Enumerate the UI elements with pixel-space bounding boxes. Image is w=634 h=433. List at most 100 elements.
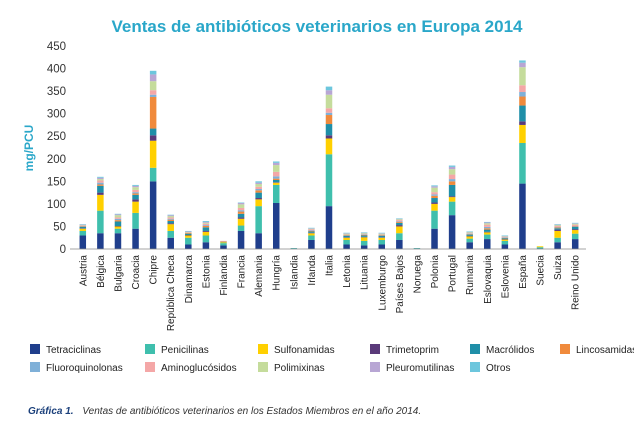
bar-segment bbox=[97, 176, 104, 178]
bar-segment bbox=[431, 194, 438, 196]
bar-segment bbox=[378, 233, 386, 235]
y-tick-label: 350 bbox=[47, 86, 66, 98]
bar-segment bbox=[484, 239, 491, 249]
bar-segment bbox=[554, 230, 561, 238]
bar-segment bbox=[149, 90, 157, 95]
bar-segment bbox=[554, 224, 561, 225]
bar-segment bbox=[448, 174, 456, 180]
bar-segment bbox=[431, 228, 438, 249]
bar-segment bbox=[396, 218, 403, 219]
bar-segment bbox=[325, 108, 333, 113]
bar-segment bbox=[237, 207, 245, 211]
bar-segment bbox=[536, 246, 544, 248]
bar-segment bbox=[571, 225, 579, 227]
bar-segment bbox=[202, 222, 210, 224]
bar-segment bbox=[202, 225, 210, 226]
bar-segment bbox=[501, 236, 509, 238]
bar-segment bbox=[431, 203, 438, 211]
bar-segment bbox=[501, 237, 509, 238]
bar-segment bbox=[325, 115, 333, 125]
bar-segment bbox=[571, 226, 579, 227]
bar-segment bbox=[343, 244, 350, 249]
bar-segment bbox=[554, 229, 561, 231]
bar-segment bbox=[519, 183, 526, 249]
bar-segment bbox=[237, 217, 245, 219]
bar-segment bbox=[501, 239, 509, 240]
bar-segment bbox=[378, 232, 386, 234]
bar-segment bbox=[202, 242, 210, 249]
x-tick-label: Austria bbox=[78, 255, 89, 287]
bar-segment bbox=[466, 242, 473, 249]
x-tick-label: Chipre bbox=[149, 255, 160, 285]
y-tick-label: 150 bbox=[47, 176, 66, 188]
bar-segment bbox=[308, 228, 315, 230]
bar-segment bbox=[360, 240, 368, 246]
bar-segment bbox=[519, 85, 526, 93]
bar-segment bbox=[97, 185, 104, 193]
bar-segment bbox=[272, 179, 280, 183]
bar-segment bbox=[360, 234, 368, 235]
category-labels: Austria Bélgica Bulgaria Croacia Chipre Repúb… bbox=[78, 255, 581, 332]
y-tick-label: 100 bbox=[47, 199, 66, 211]
x-tick-label: Estonia bbox=[201, 255, 212, 289]
bar-segment bbox=[79, 225, 87, 227]
bar-segment bbox=[484, 223, 491, 225]
bar-segment bbox=[255, 206, 262, 234]
bar-segment bbox=[360, 232, 368, 233]
bar-segment bbox=[325, 112, 333, 116]
bar-segment bbox=[519, 142, 526, 184]
bar-segment bbox=[220, 240, 227, 242]
legend-swatch bbox=[145, 362, 155, 372]
bar-segment bbox=[343, 237, 350, 240]
bar-segment bbox=[97, 194, 104, 211]
bar-segment bbox=[114, 221, 122, 226]
x-tick-label: Italia bbox=[325, 255, 336, 277]
bar-segment bbox=[255, 199, 262, 207]
bar-segment bbox=[554, 224, 561, 226]
bar-segment bbox=[255, 182, 262, 185]
bar-segment bbox=[149, 96, 157, 129]
bar-segment bbox=[571, 226, 579, 230]
bar-segment bbox=[185, 230, 192, 232]
bar-segment bbox=[501, 237, 509, 239]
x-tick-label: Noruega bbox=[412, 255, 423, 294]
bar-segment bbox=[79, 230, 87, 236]
legend-swatch bbox=[30, 344, 40, 354]
bar-segment bbox=[378, 244, 386, 249]
bar-segment bbox=[220, 243, 227, 246]
bar-segment bbox=[308, 235, 315, 240]
bar-segment bbox=[571, 229, 579, 231]
legend-swatch bbox=[30, 362, 40, 372]
bar-segment bbox=[325, 86, 333, 91]
bar-segment bbox=[343, 234, 350, 236]
bar-segment bbox=[149, 140, 157, 168]
bar-segment bbox=[114, 214, 122, 216]
bar-segment bbox=[149, 94, 157, 97]
bar-segment bbox=[185, 233, 192, 236]
bar-segment bbox=[343, 232, 350, 234]
x-tick-label: Irlanda bbox=[307, 255, 318, 286]
bar-segment bbox=[255, 233, 262, 249]
bar-segment bbox=[272, 178, 280, 180]
bar-segment bbox=[343, 233, 350, 234]
legend-item: Polimixinas bbox=[258, 362, 325, 374]
x-tick-label: Hungría bbox=[272, 255, 283, 291]
bar-segment bbox=[554, 226, 561, 228]
x-tick-label: España bbox=[518, 255, 529, 289]
bar-segment bbox=[448, 197, 456, 202]
bar-segment bbox=[343, 239, 350, 245]
bar-segment bbox=[431, 192, 438, 195]
bar-segment bbox=[484, 226, 491, 229]
bar-segment bbox=[114, 215, 122, 218]
bar-segment bbox=[448, 184, 456, 197]
bar-segment bbox=[519, 121, 526, 125]
bar-segment bbox=[167, 217, 174, 219]
bar-segment bbox=[466, 238, 473, 243]
x-tick-label: Polonia bbox=[430, 255, 441, 289]
bar-segment bbox=[571, 223, 579, 224]
x-tick-label: Dinamarca bbox=[184, 255, 195, 304]
legend-item: Otros bbox=[470, 362, 510, 374]
bar-segment bbox=[185, 237, 192, 245]
bar-segment bbox=[554, 227, 561, 229]
bar-segment bbox=[149, 70, 157, 75]
